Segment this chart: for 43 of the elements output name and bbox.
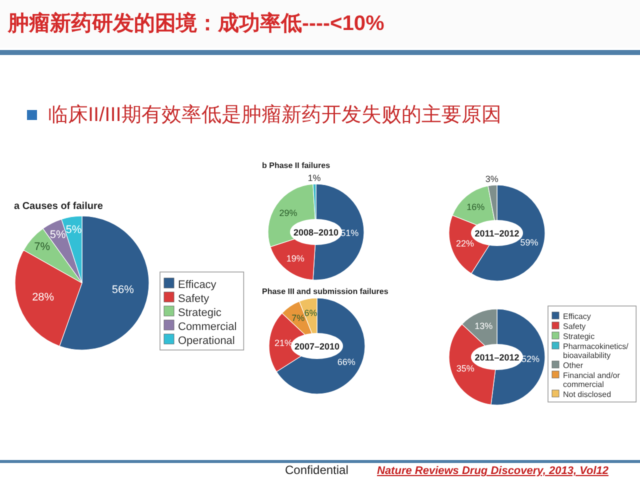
data-label: 7% [292,313,305,324]
text: Nature Reviews Drug Discovery, 2013, Vol12 [377,465,609,477]
text: Confidential [285,463,348,477]
data-label: 16% [466,202,485,212]
data-label: 66% [337,357,356,368]
data-label: 56% [112,284,134,296]
legend-label: Commercial [178,321,237,333]
legend-label: Financial and/or commercial [563,371,620,389]
data-label: 3% [485,174,498,184]
chart-title: a Causes of failure [14,201,104,212]
legend-label: Efficacy [563,312,591,321]
data-label: 35% [456,363,474,374]
text: 2008–2010 [293,228,339,238]
data-label: 19% [286,254,304,264]
text: 肿瘤新药研发的困境：成功率低----<10% [7,11,385,35]
data-label: 22% [456,238,474,248]
legend-label: Safety [178,293,210,305]
legend-label: Safety [563,322,586,331]
data-label: 28% [32,292,54,304]
legend-label: Strategic [178,307,222,319]
legend-label: Pharmacokinetics/ bioavailability [563,342,630,360]
text: 2011–2012 [474,352,520,362]
text: 2007–2010 [294,342,340,352]
data-label: 6% [304,308,318,318]
legend-label: Not disclosed [563,390,612,399]
legend-label: Other [563,361,584,370]
chart-title: Phase III and submission failures [262,287,389,296]
data-label: 52% [522,354,540,364]
data-label: 1% [308,173,321,184]
legend-label: Efficacy [178,279,217,291]
data-label: 5% [66,224,82,236]
data-label: 29% [279,208,298,218]
legend-label: Strategic [563,332,595,341]
data-label: 7% [34,241,50,254]
data-label: 51% [340,228,359,238]
text: 2011–2012 [474,228,520,238]
data-label: 5% [50,229,66,242]
text: 临床II/III期有效率低是肿瘤新药开发失败的主要原因 [48,103,502,126]
legend-label: Operational [178,335,235,347]
chart-title: b Phase II failures [262,161,331,170]
data-label: 21% [274,338,293,348]
data-label: 59% [520,237,538,248]
data-label: 13% [474,321,493,332]
